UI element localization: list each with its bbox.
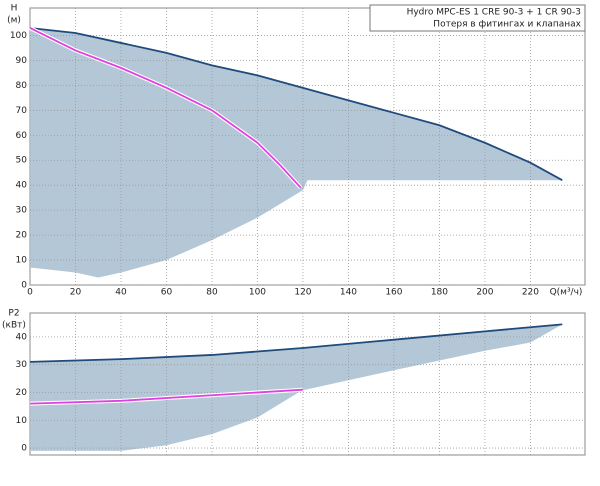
x-tick-label: 60: [161, 288, 173, 298]
y-axis-label: P2: [8, 309, 19, 319]
line: [29, 323, 563, 363]
line: [29, 27, 302, 189]
y-tick-label: 30: [16, 360, 28, 370]
y-tick-label: 0: [21, 444, 27, 454]
x-tick-label: 120: [294, 288, 311, 298]
y-axis-unit: (кВт): [2, 321, 26, 331]
y-tick-label: 50: [16, 156, 28, 166]
y-tick-label: 0: [21, 281, 27, 291]
x-tick-label: 220: [522, 288, 539, 298]
area: [30, 27, 563, 278]
y-tick-label: 80: [16, 81, 28, 91]
x-tick-label: 40: [115, 288, 127, 298]
y-tick-label: 100: [10, 31, 27, 41]
x-tick-label: 0: [27, 288, 33, 298]
x-axis-label: Q(м³/ч): [550, 288, 583, 298]
y-axis-unit: (м): [7, 16, 21, 26]
y-tick-label: 40: [16, 181, 28, 191]
x-tick-label: 80: [206, 288, 218, 298]
x-tick-label: 140: [340, 288, 357, 298]
y-tick-label: 70: [16, 106, 28, 116]
x-tick-label: 100: [249, 288, 266, 298]
line: [29, 27, 563, 181]
area: [30, 324, 563, 451]
y-axis-label: H: [11, 4, 18, 14]
y-tick-label: 40: [16, 332, 28, 342]
line: [29, 388, 304, 405]
x-tick-label: 160: [385, 288, 402, 298]
x-tick-label: 180: [431, 288, 448, 298]
x-tick-label: 20: [70, 288, 82, 298]
legend-entry: Hydro MPC-ES 1 CRE 90-3 + 1 CR 90-3: [407, 8, 581, 18]
y-tick-label: 20: [16, 231, 28, 241]
x-tick-label: 200: [476, 288, 493, 298]
legend-entry: Потеря в фитингах и клапанах: [433, 20, 581, 30]
y-tick-label: 10: [16, 256, 28, 266]
y-tick-label: 20: [16, 388, 28, 398]
y-tick-label: 90: [16, 56, 28, 66]
y-tick-label: 30: [16, 206, 28, 216]
y-tick-label: 60: [16, 131, 28, 141]
y-tick-label: 10: [16, 416, 28, 426]
legend-box: [369, 4, 586, 32]
